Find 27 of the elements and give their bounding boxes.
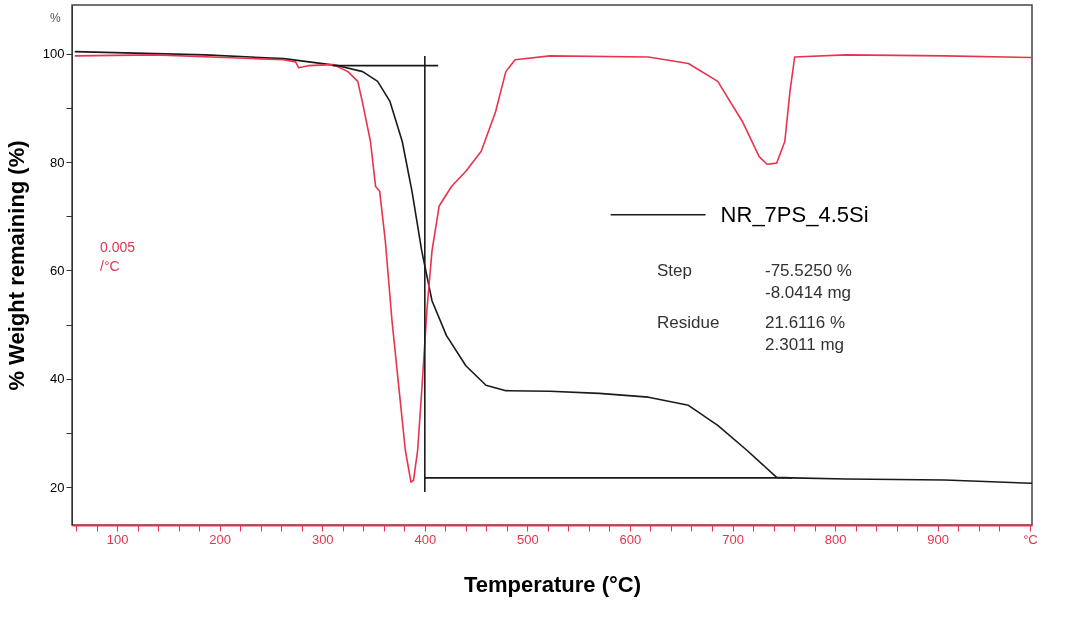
annotation: Residue	[657, 313, 720, 332]
annotation: 2.3011 mg	[765, 335, 845, 354]
annotation: 0.005	[100, 239, 136, 255]
y-tick-label: 80	[50, 154, 65, 170]
x-tick-label: 500	[517, 531, 539, 547]
y-tick-label: 40	[50, 371, 65, 387]
x-axis-title: Temperature (°C)	[463, 571, 642, 597]
annotation: 21.6116 %	[765, 313, 846, 332]
x-tick-label: 800	[824, 531, 847, 547]
text: %	[50, 11, 61, 25]
y-tick-label: 60	[50, 262, 65, 278]
x-tick-label: 700	[722, 531, 744, 547]
x-tick-label: 200	[209, 531, 232, 547]
annotation: Step	[657, 261, 692, 280]
annotation: -75.5250 %	[765, 261, 852, 280]
x-tick-label: 400	[414, 531, 437, 547]
x-tick-label: 600	[619, 531, 642, 547]
y-tick-label: 100	[42, 46, 65, 62]
x-tick-label: 900	[927, 531, 949, 547]
y-axis-title: % Weight remaining (%)	[3, 140, 29, 391]
legend-label: NR_7PS_4.5Si	[720, 201, 869, 227]
annotation: /°C	[100, 258, 120, 274]
x-tick-label: °C	[1023, 531, 1038, 547]
x-tick-label: 300	[311, 531, 334, 547]
annotation: -8.0414 mg	[765, 283, 851, 302]
y-tick-label: 20	[50, 479, 65, 495]
x-tick-label: 100	[106, 531, 129, 547]
